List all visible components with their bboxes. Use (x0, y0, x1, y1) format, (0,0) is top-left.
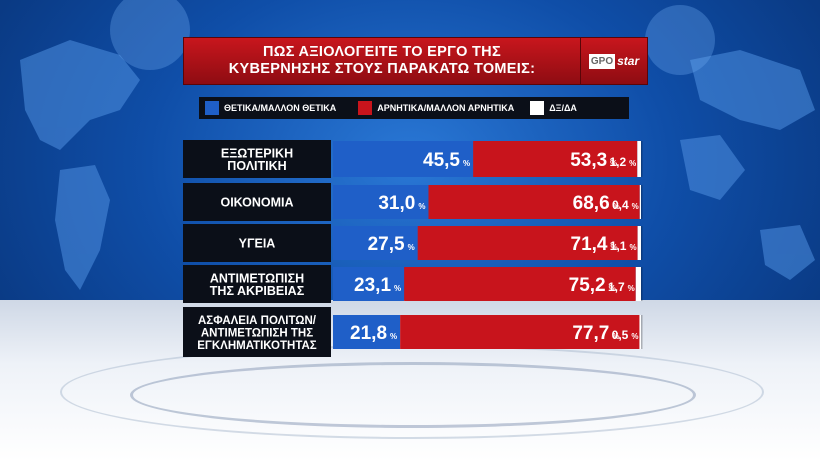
legend-label-positive: ΘΕΤΙΚΑ/ΜΑΛΛΟΝ ΘΕΤΙΚΑ (224, 103, 337, 113)
category-label-box (183, 140, 331, 178)
category-label: ΕΞΩΤΕΡΙΚΗ (221, 146, 293, 160)
bar-segment-edge (641, 141, 643, 177)
bar-segment (333, 141, 474, 177)
data-label: 77,7% (572, 323, 619, 344)
category-label: ΕΓΚΛΗΜΑΤΙΚΟΤΗΤΑΣ (197, 340, 317, 352)
category-label: ΑΣΦΑΛΕΙΑ ΠΟΛΙΤΩΝ/ (198, 315, 317, 327)
legend-item-dk: ΔΞ/ΔΑ (530, 101, 577, 115)
title-line-1: ΠΩΣ ΑΞΙΟΛΟΓΕΙΤΕ ΤΟ ΕΡΓΟ ΤΗΣ (263, 44, 501, 60)
category-label-box (183, 307, 331, 357)
bar-segment (333, 315, 401, 349)
category-label: ΑΝΤΙΜΕΤΩΠΙΣΗ (210, 271, 304, 285)
category-label: ΠΟΛΙΤΙΚΗ (227, 159, 286, 173)
category-label-box (183, 183, 331, 221)
data-label: 21,8% (350, 323, 397, 344)
data-label: 0,5% (612, 328, 639, 342)
bar-segment-edge (641, 226, 643, 260)
bar-segment-edge (641, 185, 643, 219)
floor-ring-inner (130, 362, 696, 428)
data-label: 0,4% (612, 198, 639, 212)
category-label: ΥΓΕΙΑ (239, 237, 276, 251)
data-label: 27,5% (368, 234, 415, 255)
data-label: 71,4% (571, 234, 618, 255)
bar-segment (404, 267, 636, 301)
bar-segment-edge (641, 315, 643, 349)
data-label: 68,6% (573, 193, 620, 214)
category-label-box (183, 224, 331, 262)
title-line-2: ΚΥΒΕΡΝΗΣΗΣ ΣΤΟΥΣ ΠΑΡΑΚΑΤΩ ΤΟΜΕΙΣ: (228, 61, 536, 77)
category-label-box (183, 265, 331, 303)
bar-segment (637, 141, 641, 177)
chart-title: ΠΩΣ ΑΞΙΟΛΟΓΕΙΤΕ ΤΟ ΕΡΓΟ ΤΗΣ ΚΥΒΕΡΝΗΣΗΣ Σ… (183, 37, 581, 85)
bar-segment (333, 267, 405, 301)
data-label: 1,2% (609, 155, 636, 169)
legend-swatch-positive (205, 101, 219, 115)
logo-gpo-text: GPO (588, 53, 616, 69)
category-label: ΤΗΣ ΑΚΡΙΒΕΙΑΣ (210, 284, 305, 298)
legend: ΘΕΤΙΚΑ/ΜΑΛΛΟΝ ΘΕΤΙΚΑ ΑΡΝΗΤΙΚΑ/ΜΑΛΛΟΝ ΑΡΝ… (199, 97, 629, 119)
bar-segment (428, 185, 640, 219)
legend-swatch-negative (358, 101, 373, 115)
legend-label-dk: ΔΞ/ΔΑ (549, 103, 577, 113)
bar-segment (473, 141, 638, 177)
category-label: ΑΝΤΙΜΕΤΩΠΙΣΗ ΤΗΣ (201, 328, 313, 340)
data-label: 1,7% (608, 280, 635, 294)
bar-segment (333, 185, 429, 219)
logo-star-text: star (617, 54, 640, 68)
legend-swatch-dk (530, 101, 545, 115)
legend-item-negative: ΑΡΝΗΤΙΚΑ/ΜΑΛΛΟΝ ΑΡΝΗΤΙΚΑ (358, 101, 514, 115)
bar-segment (333, 226, 418, 260)
data-label: 1,1% (610, 239, 637, 253)
data-label: 53,3% (570, 150, 617, 171)
bar-segment (639, 315, 641, 349)
bar-segment (635, 267, 641, 301)
bar-segment (417, 226, 638, 260)
data-label: 23,1% (354, 275, 401, 296)
bar-segment-edge (641, 267, 643, 301)
data-label: 75,2% (569, 275, 616, 296)
data-label: 31,0% (378, 193, 425, 214)
gpo-star-logo: GPO star (580, 37, 648, 85)
legend-item-positive: ΘΕΤΙΚΑ/ΜΑΛΛΟΝ ΘΕΤΙΚΑ (205, 101, 336, 115)
bar-segment (400, 315, 640, 349)
category-label: ΟΙΚΟΝΟΜΙΑ (220, 196, 293, 210)
legend-label-negative: ΑΡΝΗΤΙΚΑ/ΜΑΛΛΟΝ ΑΡΝΗΤΙΚΑ (377, 103, 515, 113)
bar-segment (637, 226, 641, 260)
bar-segment (639, 185, 641, 219)
data-label: 45,5% (423, 150, 470, 171)
